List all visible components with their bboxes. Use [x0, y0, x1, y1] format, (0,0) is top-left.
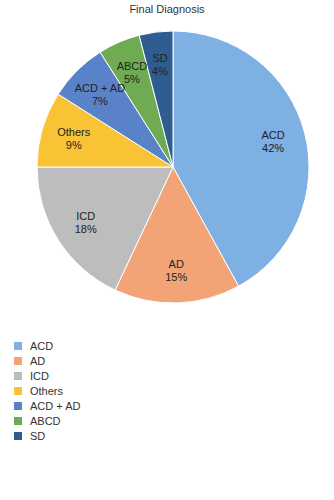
svg-text:SD4%: SD4% — [152, 52, 168, 77]
html-text:ACD + AD: ACD + AD — [30, 399, 81, 412]
svg-text:Others9%: Others9% — [57, 126, 91, 151]
html-text:ACD: ACD — [30, 339, 54, 352]
html-text:SD: SD — [30, 429, 46, 442]
html-text:Others: Others — [30, 384, 63, 397]
html-text:AD: AD — [30, 354, 46, 367]
svg-text:ICD18%: ICD18% — [75, 210, 97, 235]
svg-text:ACD42%: ACD42% — [261, 129, 284, 154]
svg-text:AD15%: AD15% — [165, 258, 187, 283]
svg-text:ABCD5%: ABCD5% — [117, 60, 148, 85]
html-text:ABCD: ABCD — [30, 414, 61, 427]
html-text:ICD: ICD — [30, 369, 49, 382]
svg-text:ACD + AD7%: ACD + AD7% — [75, 82, 125, 107]
html-text:Final Diagnosis: Final Diagnosis — [129, 3, 205, 15]
